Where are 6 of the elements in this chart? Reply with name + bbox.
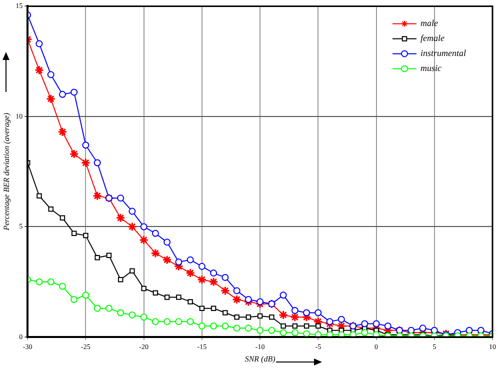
x-axis-title: SNR (dB) bbox=[244, 354, 276, 364]
legend-label: music bbox=[420, 63, 442, 74]
y-axis-title: Percentage BER deviation (average) bbox=[2, 112, 11, 232]
legend-label: female bbox=[420, 33, 444, 44]
legend-label: instrumental bbox=[420, 48, 466, 58]
legend-label: male bbox=[420, 18, 438, 28]
